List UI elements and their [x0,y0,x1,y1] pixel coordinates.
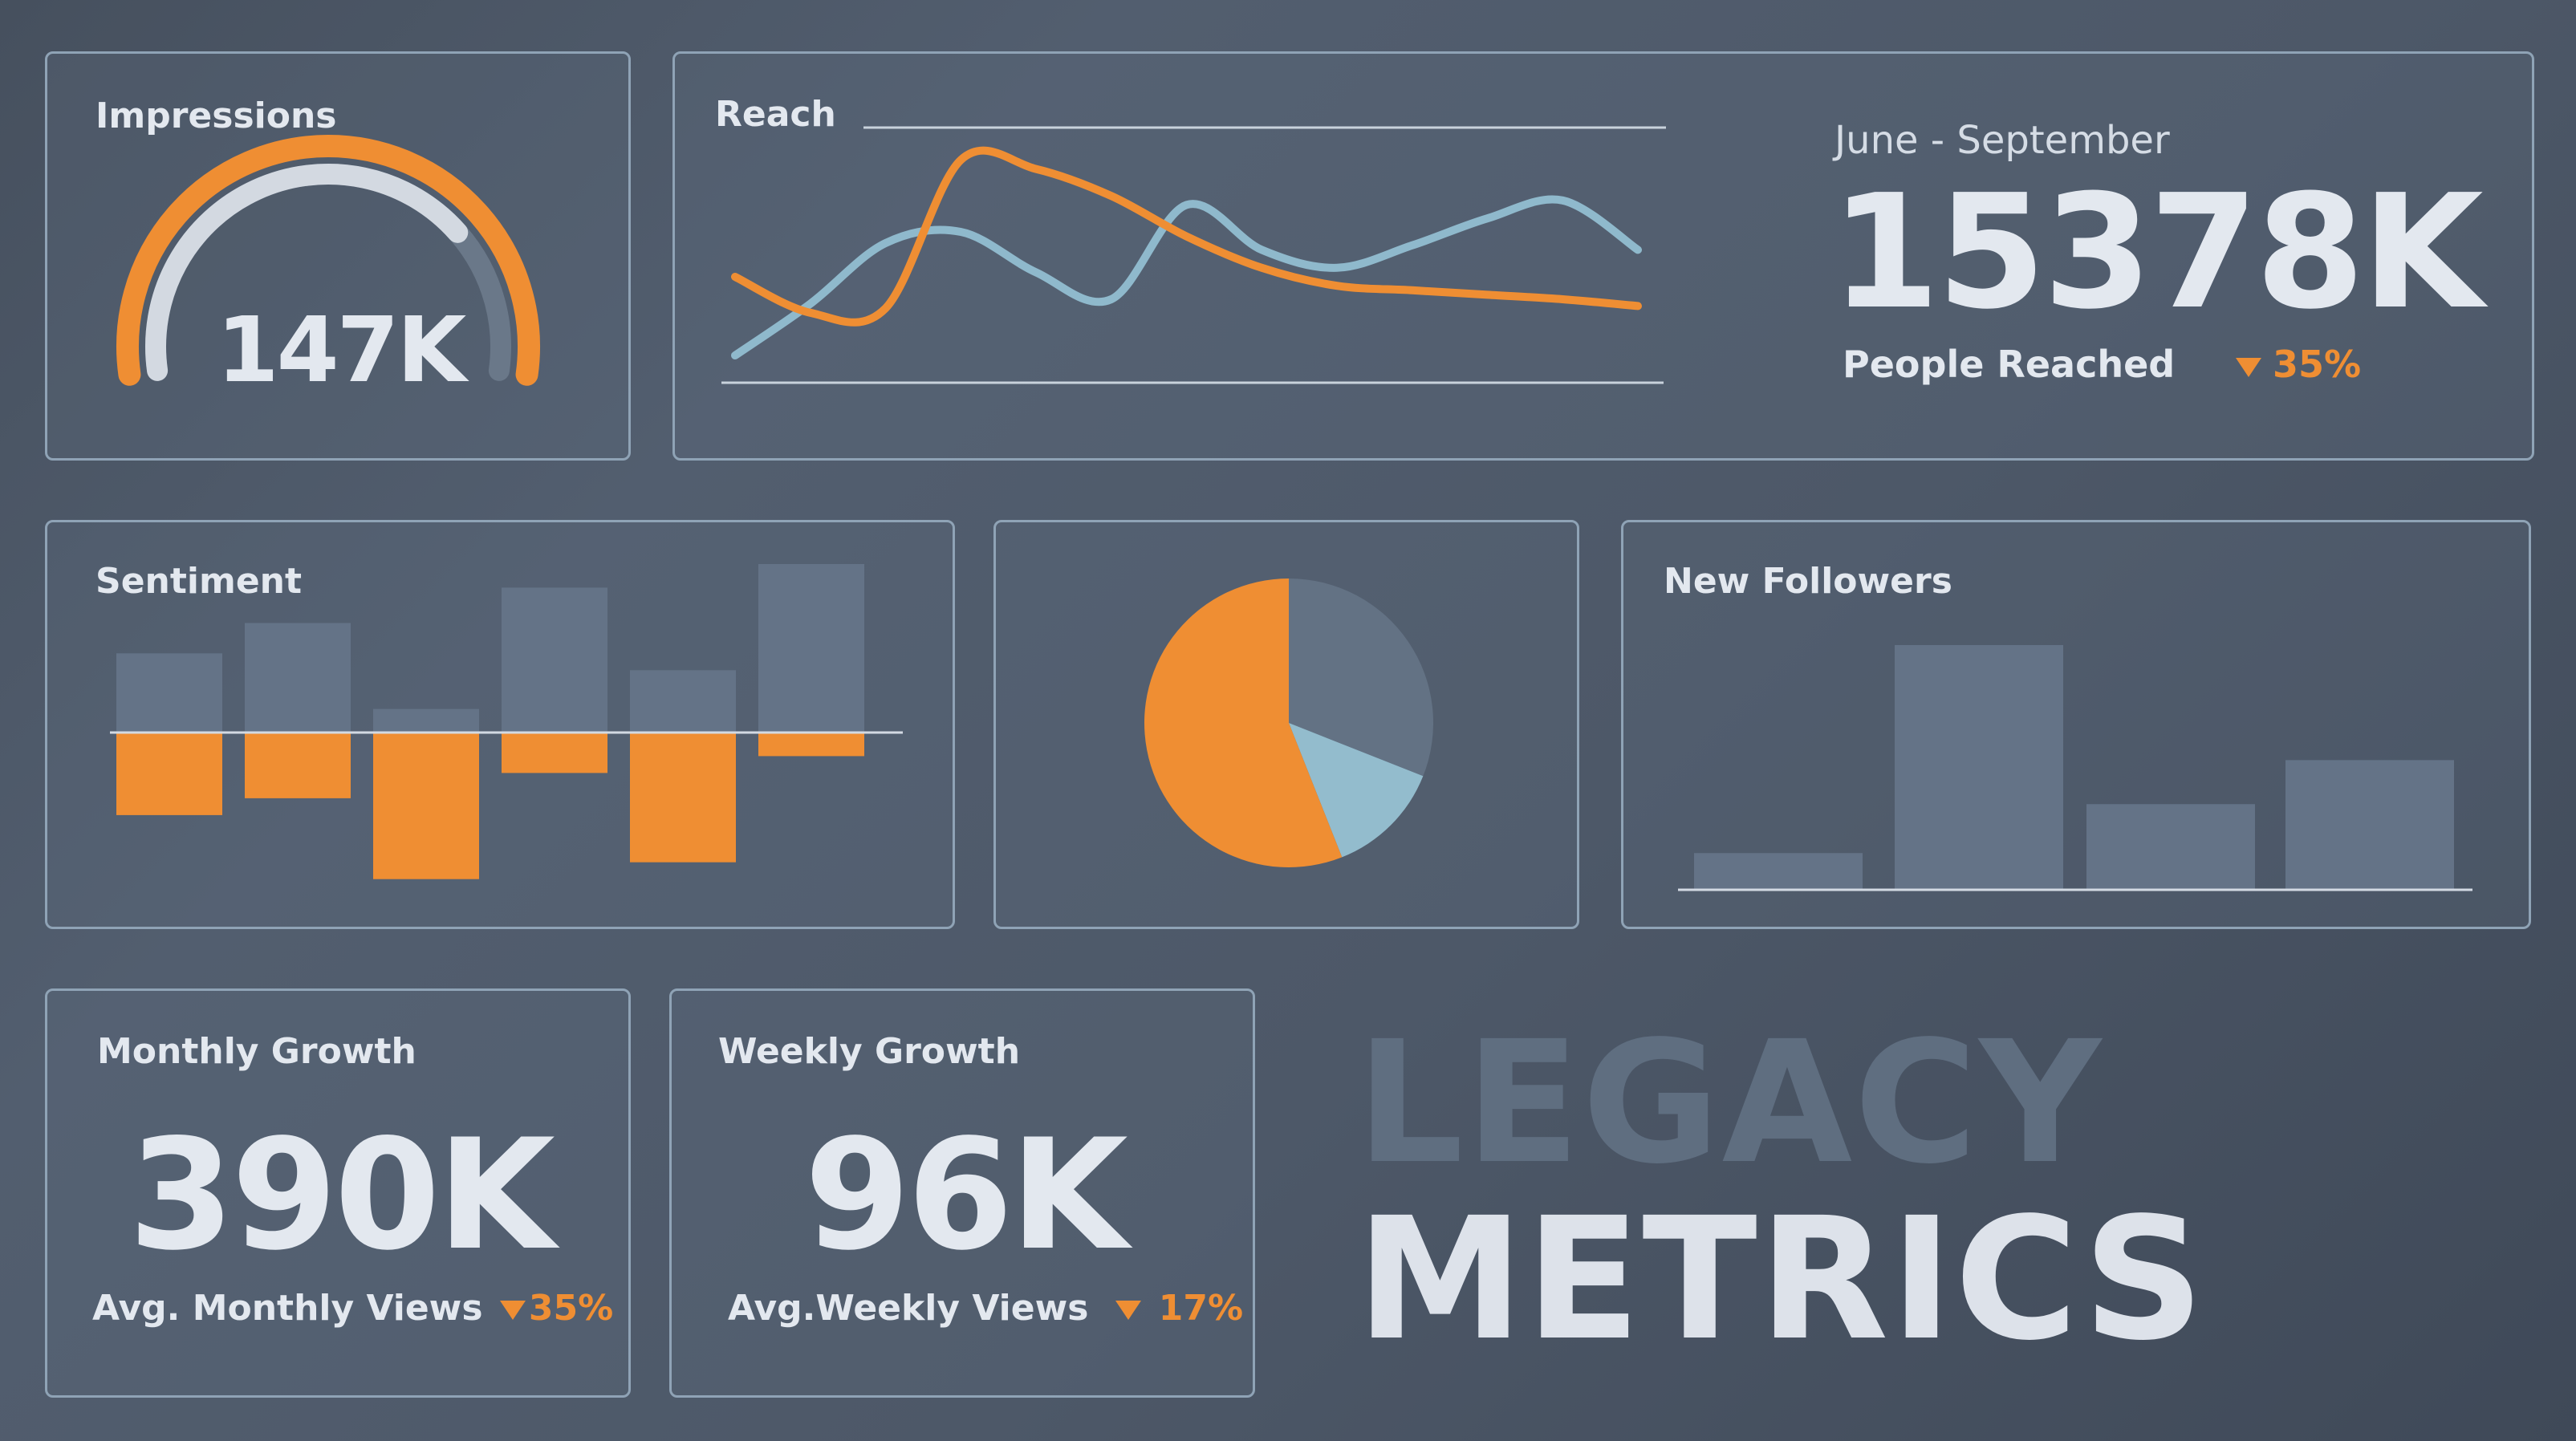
followers-bar [2086,804,2255,890]
weekly-growth-label: Avg.Weekly Views [728,1288,1089,1329]
reach-line-series-orange [731,146,1642,327]
monthly-growth-value: 390K [128,1106,555,1284]
reach-title: Reach [715,94,836,135]
sentiment-bar-negative [373,733,479,879]
impressions-title: Impressions [95,95,337,136]
sentiment-bar-negative [116,733,222,815]
monthly-growth-change-value: 35% [528,1288,614,1329]
sentiment-bar-positive [758,564,864,733]
pie-slice-gray [1289,578,1433,777]
monthly-growth-title: Monthly Growth [97,1031,416,1072]
sentiment-bar-positive [373,708,479,733]
down-arrow-icon [1115,1301,1141,1320]
sentiment-bar-positive [116,653,222,733]
sentiment-bar-chart [110,564,903,879]
monthly-growth-card: Monthly Growth 390K Avg. Monthly Views 3… [45,988,631,1398]
sentiment-bar-positive [245,623,351,733]
impressions-gauge [116,135,540,386]
monthly-growth-sub: Avg. Monthly Views 35% [92,1288,613,1329]
monthly-growth-label: Avg. Monthly Views [92,1288,483,1329]
monthly-growth-change: 35% [495,1288,613,1329]
new-followers-card: New Followers [1621,520,2531,929]
sentiment-bar-negative [245,733,351,798]
reach-value: 15378K [1830,161,2484,344]
reach-change-value: 35% [2273,343,2362,386]
reach-label: People Reached [1843,343,2176,386]
impressions-card: Impressions 147K [45,51,631,461]
down-arrow-icon [499,1301,526,1320]
weekly-growth-value: 96K [804,1106,1128,1284]
weekly-growth-change: 17% [1101,1288,1243,1329]
sentiment-bar-negative [758,733,864,757]
followers-bar [1895,645,2063,890]
sentiment-title: Sentiment [95,561,303,602]
down-arrow-icon [2236,357,2261,377]
reach-line-chart [721,126,1666,384]
followers-bar [2285,760,2454,890]
page-title-line2: METRICS [1356,1181,2206,1378]
share-pie-chart [1144,578,1433,867]
impressions-value: 147K [216,298,467,403]
pie-card [993,520,1579,929]
weekly-growth-card: Weekly Growth 96K Avg.Weekly Views 17% [669,988,1255,1398]
reach-line-series-blue [731,195,1642,359]
gauge-outer-arc [116,135,540,386]
pie-slice-blue [1289,723,1424,858]
weekly-growth-sub: Avg.Weekly Views 17% [728,1288,1243,1329]
gauge-value-arc [145,164,469,381]
new-followers-title: New Followers [1664,561,1952,602]
sentiment-bar-positive [630,670,736,733]
pie-slice-orange [1144,578,1343,867]
reach-card: Reach June - September 15378K People Rea… [672,51,2534,461]
sentiment-bar-negative [630,733,736,863]
weekly-growth-change-value: 17% [1158,1288,1244,1329]
new-followers-bar-chart [1678,645,2472,891]
followers-bar [1694,853,1863,890]
sentiment-card: Sentiment [45,520,955,929]
reach-change: 35% [2236,343,2361,386]
sentiment-bar-negative [502,733,607,773]
sentiment-bar-positive [502,587,607,733]
page-title-line1: LEGACY [1356,1005,2103,1201]
weekly-growth-title: Weekly Growth [718,1031,1021,1072]
reach-period: June - September [1834,118,2170,163]
